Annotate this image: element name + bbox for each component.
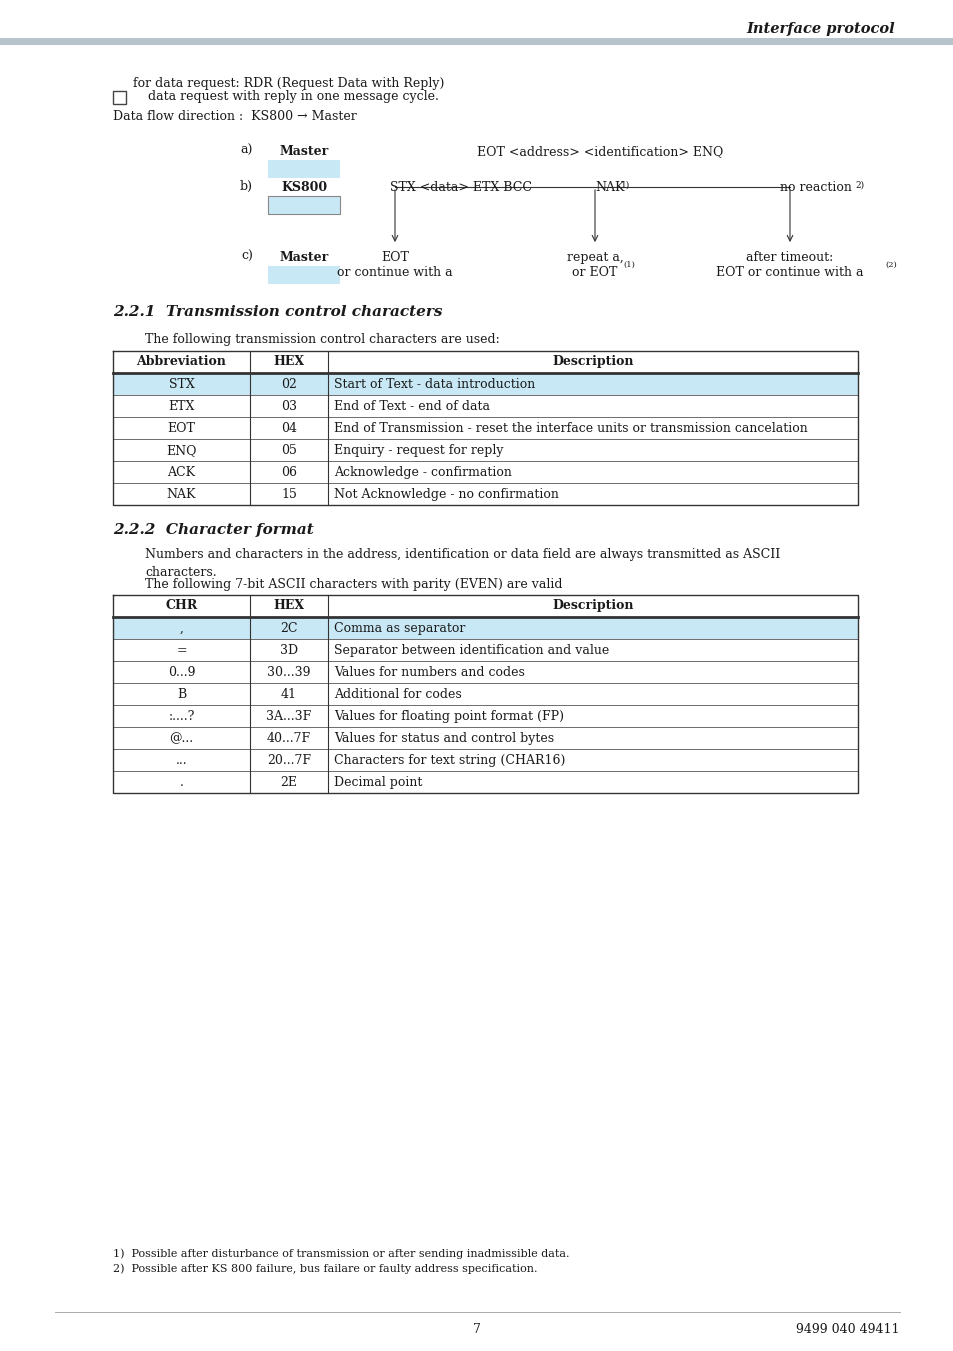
Text: B: B <box>176 688 186 701</box>
Text: 02: 02 <box>281 378 296 390</box>
Text: Comma as separator: Comma as separator <box>334 621 465 635</box>
Text: ,: , <box>179 621 183 635</box>
Text: 30...39: 30...39 <box>267 666 311 680</box>
Text: b): b) <box>240 180 253 193</box>
Text: End of Transmission - reset the interface units or transmission cancelation: End of Transmission - reset the interfac… <box>334 422 807 435</box>
Bar <box>112 617 857 639</box>
Text: 9499 040 49411: 9499 040 49411 <box>796 1323 899 1336</box>
Text: 2.2.2  Character format: 2.2.2 Character format <box>112 523 314 536</box>
Text: after timeout:
EOT or continue with a: after timeout: EOT or continue with a <box>716 251 862 280</box>
Bar <box>268 159 339 178</box>
Text: Separator between identification and value: Separator between identification and val… <box>334 644 609 657</box>
Text: 3A...3F: 3A...3F <box>266 711 312 723</box>
Bar <box>112 91 126 104</box>
Text: Start of Text - data introduction: Start of Text - data introduction <box>334 378 535 390</box>
Text: HEX: HEX <box>274 355 304 367</box>
Text: The following 7-bit ASCII characters with parity (EVEN) are valid: The following 7-bit ASCII characters wit… <box>145 578 562 590</box>
Bar <box>112 373 857 394</box>
Text: 15: 15 <box>281 488 296 501</box>
Text: 7: 7 <box>473 1323 480 1336</box>
Text: 0...9: 0...9 <box>168 666 195 680</box>
Text: The following transmission control characters are used:: The following transmission control chara… <box>145 332 499 346</box>
Text: Master: Master <box>279 251 328 263</box>
Bar <box>0 38 953 45</box>
Text: CHR: CHR <box>165 598 197 612</box>
Text: 2.2.1  Transmission control characters: 2.2.1 Transmission control characters <box>112 305 442 319</box>
Text: Abbreviation: Abbreviation <box>136 355 226 367</box>
Text: Values for numbers and codes: Values for numbers and codes <box>334 666 524 680</box>
Text: Acknowledge - confirmation: Acknowledge - confirmation <box>334 466 512 480</box>
Text: 2)  Possible after KS 800 failure, bus failare or faulty address specification.: 2) Possible after KS 800 failure, bus fa… <box>112 1263 537 1274</box>
Text: for data request: RDR (Request Data with Reply): for data request: RDR (Request Data with… <box>132 77 444 91</box>
Text: Values for status and control bytes: Values for status and control bytes <box>334 732 554 744</box>
Text: Interface protocol: Interface protocol <box>745 22 894 36</box>
Text: :....?: :....? <box>168 711 194 723</box>
Text: STX: STX <box>169 378 194 390</box>
Text: HEX: HEX <box>274 598 304 612</box>
Text: Values for floating point format (FP): Values for floating point format (FP) <box>334 711 563 723</box>
Text: 2C: 2C <box>280 621 297 635</box>
Text: 3D: 3D <box>279 644 297 657</box>
Text: End of Text - end of data: End of Text - end of data <box>334 400 490 413</box>
Text: NAK: NAK <box>595 181 624 195</box>
Text: ACK: ACK <box>168 466 195 480</box>
Text: =: = <box>176 644 187 657</box>
Text: Not Acknowledge - no confirmation: Not Acknowledge - no confirmation <box>334 488 558 501</box>
Text: STX <data> ETX BCC: STX <data> ETX BCC <box>390 181 532 195</box>
Text: 05: 05 <box>281 444 296 457</box>
Text: NAK: NAK <box>167 488 196 501</box>
Text: 1): 1) <box>620 181 630 190</box>
Bar <box>268 266 339 284</box>
Text: ENQ: ENQ <box>166 444 196 457</box>
Text: 2E: 2E <box>280 775 297 789</box>
Text: @...: @... <box>170 732 193 744</box>
Text: a): a) <box>240 145 253 157</box>
Text: 20...7F: 20...7F <box>267 754 311 767</box>
Text: Characters for text string (CHAR16): Characters for text string (CHAR16) <box>334 754 565 767</box>
Text: Decimal point: Decimal point <box>334 775 422 789</box>
Text: 40...7F: 40...7F <box>267 732 311 744</box>
Text: ETX: ETX <box>168 400 194 413</box>
Text: 03: 03 <box>281 400 296 413</box>
Text: 06: 06 <box>281 466 296 480</box>
Text: EOT <address> <identification> ENQ: EOT <address> <identification> ENQ <box>476 145 722 158</box>
Text: Description: Description <box>552 598 633 612</box>
Text: repeat a,
or EOT: repeat a, or EOT <box>566 251 622 280</box>
Text: 04: 04 <box>281 422 296 435</box>
Text: (1): (1) <box>622 261 634 269</box>
Text: 1)  Possible after disturbance of transmission or after sending inadmissible dat: 1) Possible after disturbance of transmi… <box>112 1248 569 1259</box>
Text: Description: Description <box>552 355 633 367</box>
Text: Numbers and characters in the address, identification or data field are always t: Numbers and characters in the address, i… <box>145 549 780 580</box>
Text: ...: ... <box>175 754 187 767</box>
Bar <box>268 196 339 213</box>
Text: c): c) <box>241 250 253 263</box>
Text: 41: 41 <box>281 688 296 701</box>
Text: EOT
or continue with a: EOT or continue with a <box>336 251 453 280</box>
Text: Data flow direction :  KS800 → Master: Data flow direction : KS800 → Master <box>112 109 356 123</box>
Text: Master: Master <box>279 145 328 158</box>
Text: .: . <box>179 775 183 789</box>
Text: Enquiry - request for reply: Enquiry - request for reply <box>334 444 503 457</box>
Text: (2): (2) <box>884 261 896 269</box>
Text: 2): 2) <box>854 181 863 190</box>
Text: data request with reply in one message cycle.: data request with reply in one message c… <box>148 91 438 103</box>
Text: EOT: EOT <box>168 422 195 435</box>
Text: Additional for codes: Additional for codes <box>334 688 461 701</box>
Text: no reaction: no reaction <box>780 181 851 195</box>
Text: KS800: KS800 <box>280 181 327 195</box>
